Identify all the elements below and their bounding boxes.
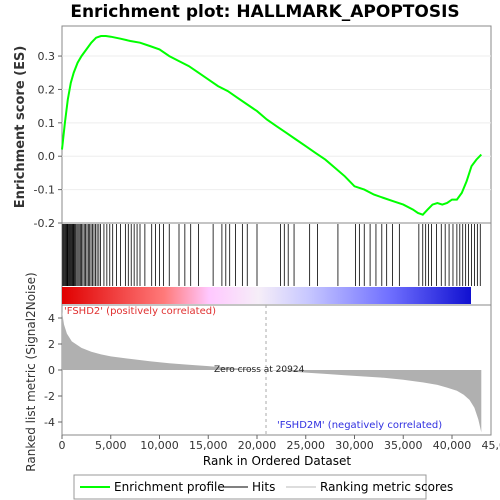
metric-tick-label: 4 xyxy=(48,312,55,325)
es-tick-label: -0.1 xyxy=(34,184,55,197)
legend-metric-label: Ranking metric scores xyxy=(320,480,453,494)
x-tick-label: 40,000 xyxy=(433,439,472,452)
positive-correlation-label: 'FSHD2' (positively correlated) xyxy=(64,306,216,317)
x-tick-label: 10,000 xyxy=(140,439,179,452)
es-tick-label: 0.3 xyxy=(38,50,56,63)
legend-hits-label: Hits xyxy=(252,480,275,494)
enrichment-profile-line xyxy=(61,35,483,216)
es-tick-label: 0.1 xyxy=(38,117,56,130)
legend-profile-label: Enrichment profile xyxy=(114,480,225,494)
es-panel xyxy=(61,25,492,224)
es-tick-label: 0.0 xyxy=(38,150,56,163)
x-axis-label: Rank in Ordered Dataset xyxy=(203,454,351,468)
hits-lines xyxy=(62,224,481,286)
x-tick-label: 35,000 xyxy=(384,439,423,452)
metric-tick-label: -2 xyxy=(44,390,55,403)
es-y-axis-label: Enrichment score (ES) xyxy=(13,46,28,209)
x-tick-label: 45,000 xyxy=(482,439,500,452)
rank-color-bar xyxy=(62,287,471,304)
es-y-ticks: -0.2 -0.1 0.0 0.1 0.2 0.3 xyxy=(34,50,62,230)
metric-tick-label: -4 xyxy=(44,416,55,429)
x-tick-label: 20,000 xyxy=(238,439,277,452)
x-tick-label: 15,000 xyxy=(189,439,228,452)
x-tick-label: 5,000 xyxy=(95,439,127,452)
x-tick-label: 25,000 xyxy=(287,439,326,452)
x-tick-label: 0 xyxy=(59,439,66,452)
negative-correlation-label: 'FSHD2M' (negatively correlated) xyxy=(277,420,442,431)
metric-y-ticks: 4 2 0 -2 -4 xyxy=(44,312,62,429)
metric-y-axis-label: Ranked list metric (Signal2Noise) xyxy=(24,272,38,471)
x-axis-ticks: 0 5,000 10,000 15,000 20,000 25,000 30,000 35,0… xyxy=(59,435,500,452)
chart-title: Enrichment plot: HALLMARK_APOPTOSIS xyxy=(70,2,459,22)
ranking-metric-area xyxy=(62,311,482,433)
es-tick-label: 0.2 xyxy=(38,83,56,96)
legend-box xyxy=(73,474,427,500)
zero-cross-label: Zero cross at 20924 xyxy=(214,365,305,375)
metric-tick-label: 0 xyxy=(48,364,55,377)
es-tick-label: -0.2 xyxy=(34,217,55,230)
metric-tick-label: 2 xyxy=(48,338,55,351)
x-tick-label: 30,000 xyxy=(335,439,374,452)
